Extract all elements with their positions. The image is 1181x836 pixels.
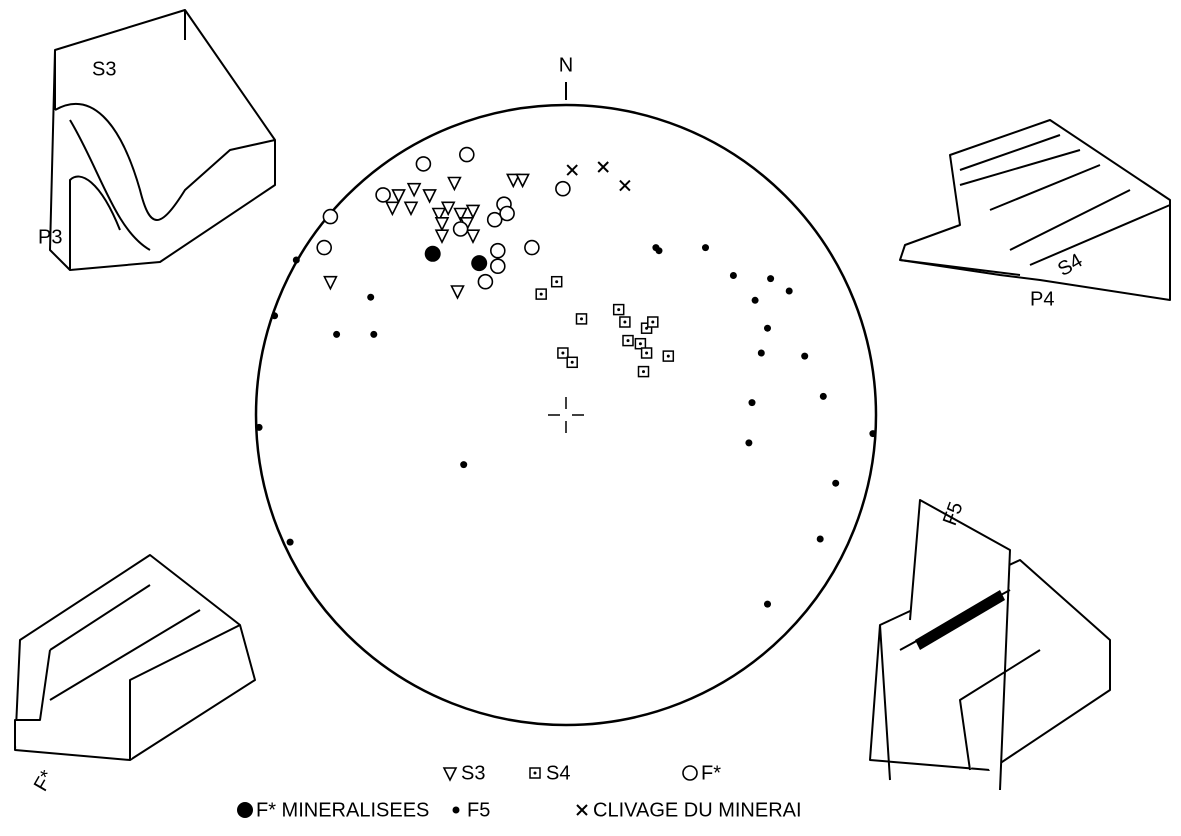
point-f-star [458,146,475,163]
point-s3 [465,204,481,220]
point-s3 [385,201,400,217]
point-s3 [406,182,422,198]
legend-label: F5 [467,799,490,821]
point-f-star [489,258,506,275]
point-s3 [434,229,450,244]
legend-label: S3 [461,762,485,784]
point-mineralized [424,245,441,262]
legend-marker [529,767,541,779]
point-s4 [662,350,675,362]
point-s3 [465,229,481,244]
point-s3 [450,285,465,300]
block-f-star [14,554,256,761]
point-s3 [515,173,530,189]
point-f-star [452,221,469,237]
legend-marker [442,767,458,782]
annotation: P4 [1030,288,1054,310]
point-s3 [434,217,450,232]
point-s4 [535,288,547,300]
point-f-star [499,205,515,222]
point-s4 [566,356,578,369]
point-mineralized [471,255,488,272]
point-s4 [557,347,569,359]
point-s4 [619,316,631,328]
point-f5 [819,392,827,400]
point-f5 [655,247,663,255]
point-s3 [440,201,456,217]
point-f5 [748,399,756,407]
point-s3 [506,173,521,189]
legend-marker [576,804,588,816]
point-f-star [524,239,540,256]
point-f-star [489,242,506,259]
block-p4 [899,119,1171,301]
point-f-star [486,211,503,228]
point-f-star [316,239,333,256]
legend-label: S4 [546,762,570,784]
point-s3 [422,189,437,204]
point-s4 [647,316,659,328]
point-s4 [612,303,625,316]
point-s3 [447,176,462,192]
point-s3 [453,207,468,223]
net-circle [254,103,878,727]
point-s4 [550,275,563,288]
point-f5 [767,275,775,283]
point-f-star [477,273,494,290]
legend-marker [452,806,460,814]
point-s4 [640,347,653,359]
annotation: P3 [38,226,62,248]
point-f5 [729,272,737,279]
point-cleavage [566,164,578,176]
point-cleavage [597,161,609,173]
point-f5 [757,349,765,357]
point-f5 [745,439,753,447]
point-f-star [322,208,339,225]
legend-label: F* [701,762,721,784]
legend-marker [682,765,698,781]
point-f5 [460,461,468,469]
block-p3 [49,9,276,271]
point-f-star [555,180,571,197]
legend-label: F* MINERALISEES [256,799,429,821]
point-f5 [801,352,809,360]
point-s3 [391,189,406,204]
legend-marker [237,802,253,818]
point-f5 [292,256,300,264]
point-f-star [415,156,432,172]
center-cross [548,397,584,433]
point-f5 [333,330,341,338]
point-f-star [375,187,391,203]
point-f5 [271,312,279,320]
point-s4 [575,313,588,325]
point-s3 [431,207,447,223]
point-f5 [286,538,294,546]
point-f5 [255,423,263,431]
point-f5 [764,324,771,332]
point-cleavage [619,179,631,192]
annotation: F* [30,767,59,796]
point-f5 [367,293,375,301]
north-label: N [559,54,573,76]
point-f5 [816,535,824,543]
point-f5 [785,287,793,295]
legend-label: CLIVAGE DU MINERAI [593,799,802,821]
point-f5 [869,430,877,438]
point-f5 [370,330,378,338]
block-f5 [869,499,1111,791]
point-s3 [323,275,338,291]
point-f5 [832,479,840,487]
point-f5 [702,244,709,252]
point-s4 [634,337,647,350]
point-s4 [637,365,650,378]
point-s3 [403,201,419,217]
point-f5 [764,600,771,608]
annotation: S3 [92,58,116,80]
point-s4 [622,334,634,347]
point-f5 [751,296,759,304]
